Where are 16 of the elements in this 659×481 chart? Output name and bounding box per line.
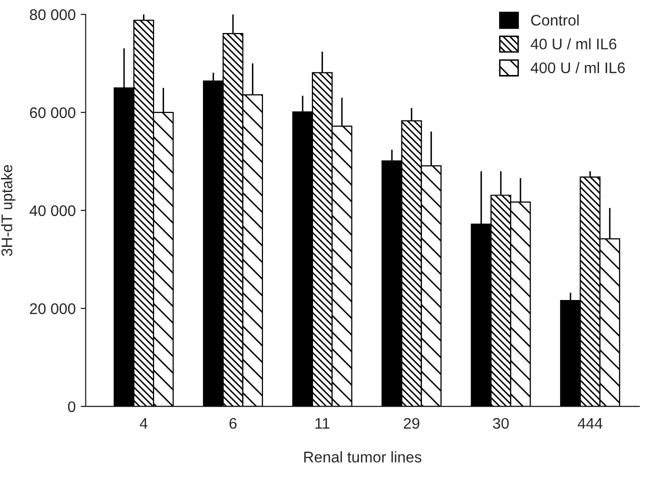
x-tick-label: 29 [404, 418, 420, 429]
legend-label: Control [531, 14, 579, 26]
x-tick-label: 6 [230, 418, 237, 429]
x-tick-label: 11 [316, 418, 330, 429]
y-tick-label: 60 000 [30, 107, 76, 118]
legend-label: 400 U / ml IL6 [530, 62, 625, 74]
y-axis-title: 3H-dT uptake [1, 164, 16, 256]
x-tick-label: 4 [140, 418, 148, 429]
y-tick-label: 40 000 [30, 205, 76, 216]
y-tick-label: 20 000 [30, 303, 76, 314]
x-axis-title: Renal tumor lines [304, 451, 422, 462]
y-tick-label: 80 000 [30, 9, 76, 20]
x-tick-label: 30 [492, 418, 509, 429]
legend-label: 40 U / ml IL6 [530, 38, 616, 50]
x-tick-label: 444 [578, 418, 602, 429]
y-tick-label: 0 [68, 401, 76, 412]
